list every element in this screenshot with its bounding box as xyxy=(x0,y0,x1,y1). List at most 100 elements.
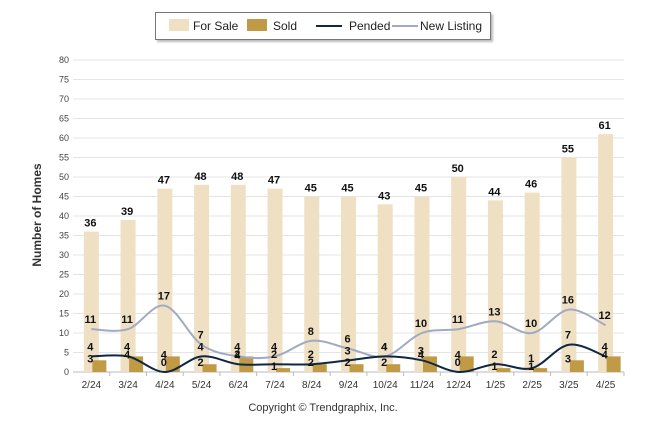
bar-for-sale xyxy=(377,204,393,372)
y-tick-label: 45 xyxy=(59,192,69,202)
copyright-text: Copyright © Trendgraphix, Inc. xyxy=(248,402,398,414)
data-label-sold: 4 xyxy=(455,349,462,361)
bar-sold xyxy=(386,364,401,372)
data-label-new-listing: 8 xyxy=(308,326,314,338)
data-label-new-listing: 4 xyxy=(381,341,388,353)
legend-swatch-new-listing xyxy=(392,25,418,27)
data-label-sold: 4 xyxy=(161,349,168,361)
data-label-pended: 4 xyxy=(87,341,94,353)
legend-label-pended: Pended xyxy=(349,19,391,33)
bar-sold xyxy=(496,368,511,372)
data-label-sold: 1 xyxy=(528,361,534,373)
data-label-sold: 4 xyxy=(234,349,241,361)
y-tick-label: 40 xyxy=(59,211,69,221)
y-tick-label: 65 xyxy=(59,114,69,124)
x-tick-label: 3/25 xyxy=(559,380,579,391)
line-new-listing xyxy=(91,304,607,360)
bar-for-sale xyxy=(487,200,503,372)
data-label-for-sale: 46 xyxy=(525,179,537,191)
data-label-pended: 1 xyxy=(528,353,534,365)
data-label-sold: 3 xyxy=(565,353,571,365)
y-tick-label: 25 xyxy=(59,270,69,280)
data-label-pended: 0 xyxy=(455,357,461,369)
bar-for-sale xyxy=(267,188,283,372)
data-label-pended: 2 xyxy=(491,349,497,361)
data-label-sold: 1 xyxy=(271,361,277,373)
data-label-for-sale: 55 xyxy=(562,144,574,156)
data-label-for-sale: 43 xyxy=(378,190,390,202)
data-label-new-listing: 11 xyxy=(121,314,133,326)
data-label-for-sale: 39 xyxy=(121,206,133,218)
bar-sold xyxy=(202,364,217,372)
y-tick-label: 20 xyxy=(59,289,69,299)
data-label-for-sale: 50 xyxy=(452,163,464,175)
bar-for-sale xyxy=(194,184,210,372)
bar-for-sale xyxy=(83,231,99,372)
x-tick-label: 5/24 xyxy=(192,380,212,391)
data-label-pended: 4 xyxy=(602,341,609,353)
bar-sold xyxy=(569,360,584,372)
data-label-pended: 7 xyxy=(565,330,571,342)
bar-for-sale xyxy=(414,196,430,372)
y-tick-label: 30 xyxy=(59,250,69,260)
bar-sold xyxy=(533,368,548,372)
legend: For Sale Sold Pended New Listing xyxy=(155,12,491,40)
bar-for-sale xyxy=(341,196,356,372)
x-tick-label: 9/24 xyxy=(339,380,359,391)
data-label-new-listing: 12 xyxy=(599,310,611,322)
legend-label-new-listing: New Listing xyxy=(420,19,483,33)
data-label-for-sale: 47 xyxy=(268,175,280,187)
y-tick-label: 0 xyxy=(64,367,69,377)
x-tick-label: 2/25 xyxy=(522,380,542,391)
data-label-for-sale: 44 xyxy=(488,186,501,198)
x-tick-label: 3/24 xyxy=(118,380,138,391)
bar-sold xyxy=(606,356,621,372)
data-label-new-listing: 11 xyxy=(85,314,97,326)
data-label-new-listing: 11 xyxy=(452,314,464,326)
data-label-sold: 2 xyxy=(198,357,204,369)
data-label-sold: 3 xyxy=(87,353,93,365)
y-axis-label: Number of Homes xyxy=(30,163,44,267)
data-label-pended: 2 xyxy=(271,349,277,361)
data-label-pended: 0 xyxy=(161,357,167,369)
bar-sold xyxy=(422,356,437,372)
x-tick-label: 8/24 xyxy=(302,380,322,391)
y-tick-label: 50 xyxy=(59,172,69,182)
line-pended xyxy=(91,343,606,374)
data-label-for-sale: 36 xyxy=(84,218,96,230)
data-label-sold: 4 xyxy=(124,349,131,361)
data-label-pended: 4 xyxy=(198,341,205,353)
x-tick-label: 6/24 xyxy=(229,380,249,391)
legend-swatch-for-sale xyxy=(169,19,189,31)
data-label-for-sale: 45 xyxy=(415,183,427,195)
data-label-pended: 2 xyxy=(234,349,240,361)
data-label-new-listing: 4 xyxy=(271,341,278,353)
data-labels: 3611433911444717044874248424474214582245… xyxy=(84,120,611,373)
data-label-pended: 2 xyxy=(308,349,314,361)
legend-swatch-sold xyxy=(247,19,267,31)
data-label-new-listing: 7 xyxy=(198,330,204,342)
bar-for-sale xyxy=(157,188,173,372)
y-tick-label: 75 xyxy=(59,75,69,85)
bars xyxy=(83,134,621,372)
bar-for-sale xyxy=(598,134,614,372)
data-label-for-sale: 45 xyxy=(341,183,353,195)
x-tick-label: 10/24 xyxy=(373,380,398,391)
y-tick-label: 60 xyxy=(59,133,69,143)
data-label-pended: 4 xyxy=(381,341,388,353)
data-label-for-sale: 61 xyxy=(599,120,611,132)
data-label-new-listing: 6 xyxy=(344,334,350,346)
x-tick-label: 2/24 xyxy=(82,380,102,391)
data-label-sold: 2 xyxy=(344,357,350,369)
data-label-pended: 3 xyxy=(418,345,424,357)
y-tick-label: 5 xyxy=(64,348,69,358)
data-label-new-listing: 10 xyxy=(525,318,537,330)
x-tick-label: 7/24 xyxy=(265,380,285,391)
data-label-new-listing: 13 xyxy=(488,306,500,318)
data-label-for-sale: 48 xyxy=(194,171,206,183)
data-label-new-listing: 10 xyxy=(415,318,427,330)
legend-swatch-pended xyxy=(316,25,342,27)
bar-sold xyxy=(92,360,107,372)
x-tick-label: 4/25 xyxy=(596,380,616,391)
data-label-for-sale: 48 xyxy=(231,171,243,183)
